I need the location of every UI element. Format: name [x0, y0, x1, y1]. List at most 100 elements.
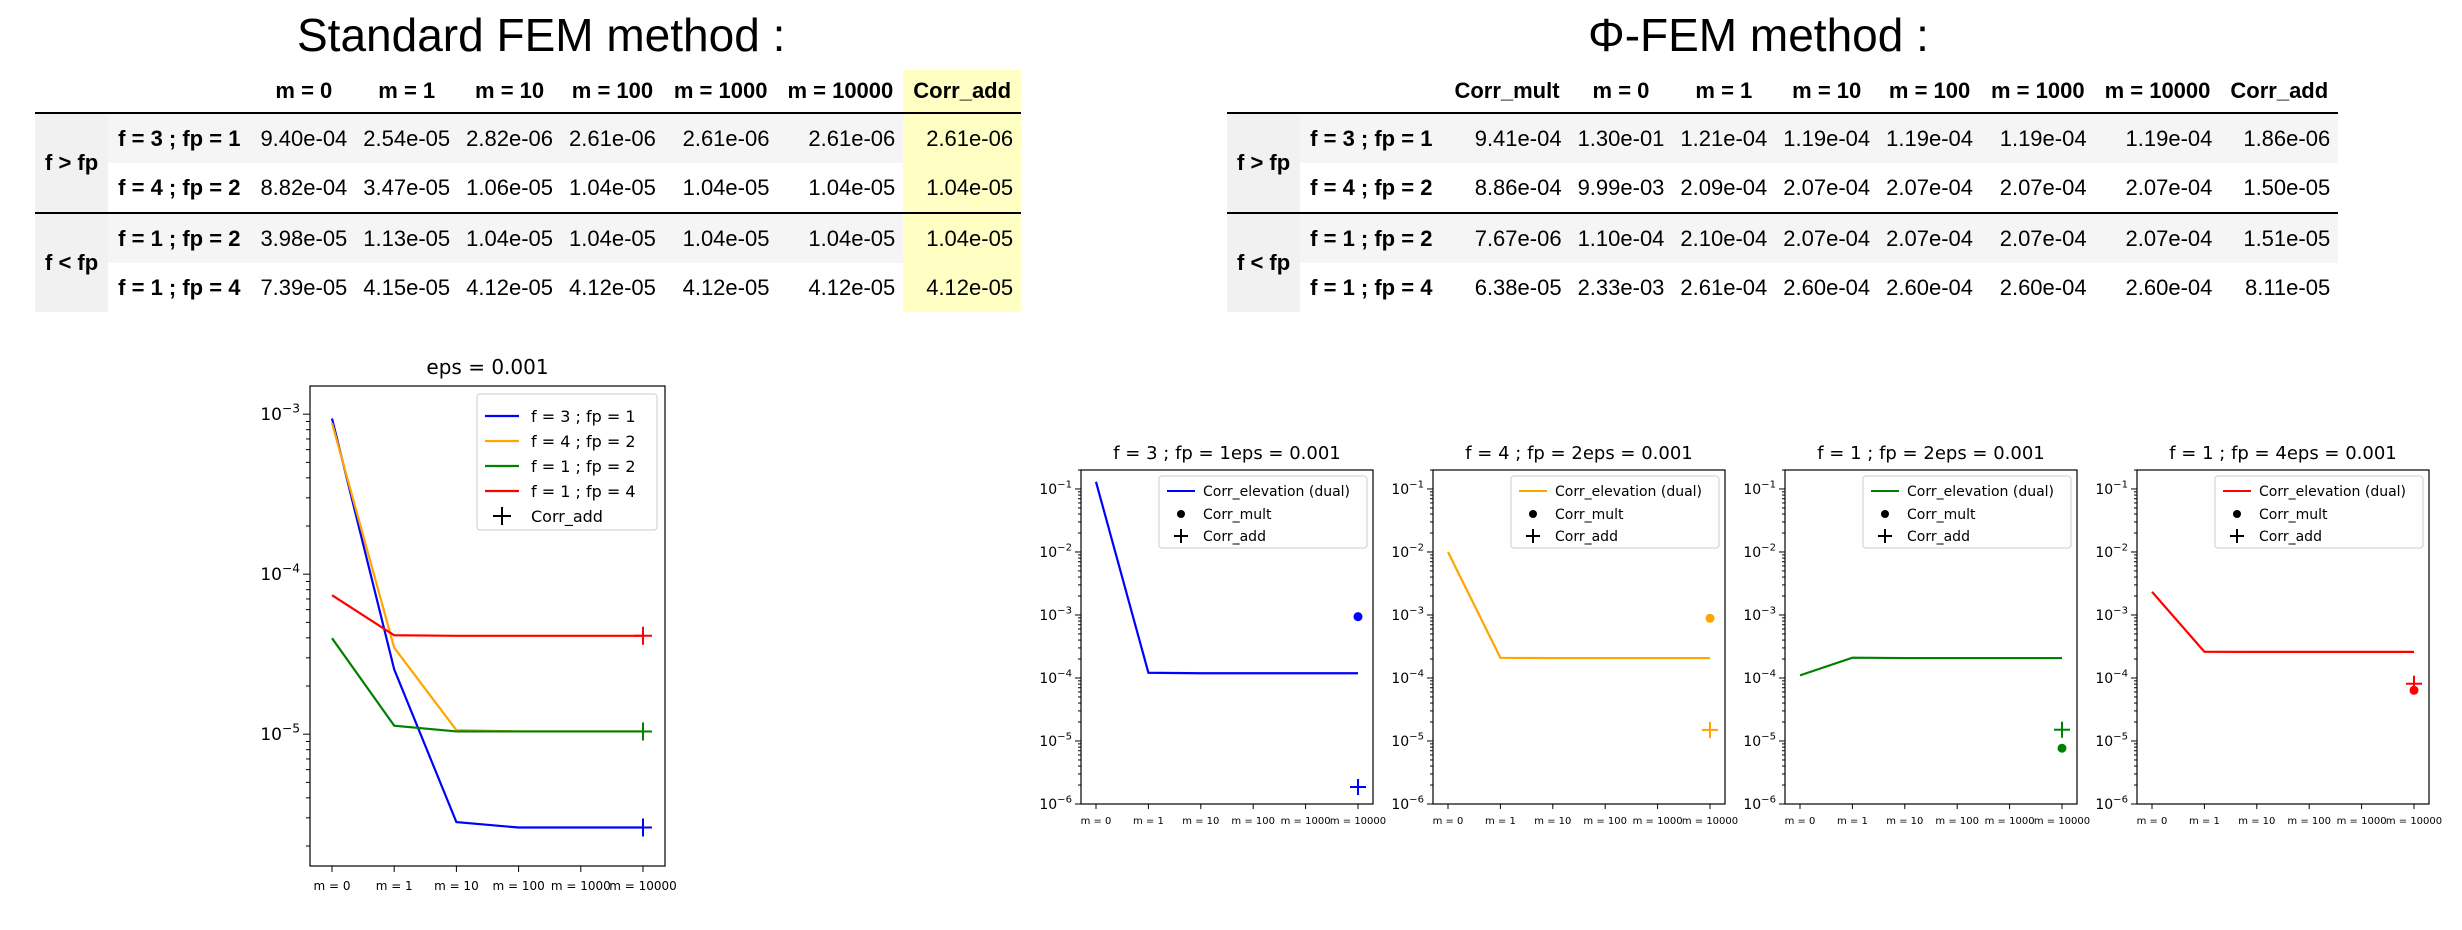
legend-label: Corr_mult — [1555, 507, 1624, 523]
table-cell: 9.41e-04 — [1444, 112, 1570, 163]
y-tick-label: 10−4 — [1743, 669, 1776, 687]
column-header: m = 10 — [1792, 78, 1862, 103]
y-tick-label: 10−6 — [1743, 795, 1776, 813]
phi-fem-title: Φ-FEM method : — [1588, 9, 1929, 61]
table-cell: 2.61e-06 — [561, 112, 664, 163]
row-label: f = 3 ; fp = 1 — [1300, 112, 1445, 163]
table-cell: 2.07e-04 — [1783, 174, 1871, 200]
table-cell: 2.07e-04 — [1878, 212, 1981, 263]
legend-label: Corr_add — [2259, 529, 2322, 545]
corner-cell — [1300, 70, 1444, 113]
table-cell: 7.67e-06 — [1444, 212, 1570, 263]
y-tick-label: 10−1 — [2095, 480, 2128, 498]
legend-label: f = 4 ; fp = 2 — [531, 432, 636, 451]
plot-frame — [2136, 469, 2430, 805]
column-header: m = 0 — [1592, 78, 1650, 103]
x-tick-label: m = 10 — [434, 879, 479, 893]
x-tick-label: m = 10 — [1182, 816, 1219, 827]
legend-plus-marker — [1174, 529, 1188, 543]
legend-dot-marker — [1529, 510, 1537, 518]
table-cell: 2.33e-03 — [1577, 274, 1665, 300]
table-cell: 1.04e-05 — [663, 212, 778, 263]
y-tick-label: 10−3 — [1039, 606, 1072, 624]
phi-fem-chart-f4-fp2: f = 4 ; fp = 2eps = 0.001 10−6 10−5 10−4 10−… — [1391, 443, 1738, 827]
table-cell: 4.12e-05 — [903, 263, 1022, 312]
legend-label: f = 3 ; fp = 1 — [531, 407, 636, 426]
table-cell: 8.86e-04 — [1474, 174, 1562, 200]
y-tick-label: 10−3 — [260, 402, 300, 426]
table-cell: 2.82e-06 — [458, 112, 562, 163]
x-tick-label: m = 10000 — [1682, 816, 1738, 827]
table-cell: 1.30e-01 — [1569, 112, 1673, 163]
legend-label: f = 1 ; fp = 2 — [531, 457, 636, 476]
column-header: m = 10000 — [2104, 78, 2211, 103]
table-cell: 1.19e-04 — [2094, 112, 2221, 163]
legend-label: Corr_add — [1555, 529, 1618, 545]
y-tick-label: 10−4 — [260, 562, 300, 586]
phi-fem-chart-f1-fp4: f = 1 ; fp = 4eps = 0.001 10−6 10−5 10−4 10−… — [2095, 443, 2442, 827]
x-tick-label: m = 10 — [1534, 816, 1571, 827]
row-label: f = 1 ; fp = 4 — [118, 274, 241, 300]
y-tick-label: 10−5 — [260, 722, 300, 746]
legend-dot-marker — [2233, 510, 2241, 518]
y-tick-label: 10−1 — [1743, 480, 1776, 498]
table-cell: 1.04e-05 — [777, 212, 904, 263]
table-cell: 1.04e-05 — [682, 174, 770, 200]
phi-fem-chart-f1-fp2: f = 1 ; fp = 2eps = 0.001 10−6 10−5 10−4 10−… — [1743, 443, 2090, 827]
table-cell: 3.47e-05 — [363, 174, 451, 200]
plot-frame — [1432, 469, 1726, 805]
corr-elevation-line — [1799, 656, 2062, 677]
table-cell: 2.09e-04 — [1680, 174, 1768, 200]
x-tick-label: m = 10 — [1886, 816, 1923, 827]
column-header: Corr_add — [903, 70, 1022, 113]
table-cell: 1.04e-05 — [569, 174, 656, 200]
legend-label: Corr_add — [531, 507, 603, 527]
corr-mult-marker — [1353, 612, 1363, 622]
y-tick-label: 10−4 — [1391, 669, 1424, 687]
legend-dot-marker — [1881, 510, 1889, 518]
column-header: Corr_mult — [1454, 78, 1560, 103]
y-tick-label: 10−5 — [1039, 732, 1072, 750]
table-cell: 2.60e-04 — [2125, 274, 2213, 300]
column-header: Corr_add — [2230, 78, 2329, 103]
corner-cell — [108, 70, 252, 113]
eps-convergence-chart: eps = 0.001 10−5 10−4 10−3 m = 0 m = 1 m = 10 m… — [260, 355, 676, 893]
y-tick-label: 10−1 — [1391, 480, 1424, 498]
column-header: m = 1000 — [1991, 78, 2085, 103]
table-cell: 1.04e-05 — [458, 212, 562, 263]
legend-plus-marker — [2230, 529, 2244, 543]
series-line — [331, 594, 643, 637]
corr-add-marker — [1350, 779, 1366, 796]
table-row: f < fp f = 1 ; fp = 2 3.98e-05 1.13e-05 1.04… — [35, 212, 1022, 312]
y-tick-label: 10−1 — [1039, 480, 1072, 498]
table-cell: 9.40e-04 — [252, 112, 356, 163]
column-header: m = 100 — [1888, 78, 1971, 103]
legend-label: Corr_elevation (dual) — [2259, 484, 2406, 500]
corr-add-marker — [634, 818, 652, 837]
table-cell: 2.61e-06 — [663, 112, 778, 163]
x-tick-label: m = 10000 — [2034, 816, 2090, 827]
y-tick-label: 10−2 — [2095, 543, 2128, 561]
table-cell: 9.99e-03 — [1577, 174, 1665, 200]
x-tick-label: m = 1000 — [551, 879, 611, 893]
table-cell: 4.12e-05 — [808, 274, 896, 300]
x-tick-label: m = 0 — [2137, 816, 2168, 827]
table-cell: 1.50e-05 — [2243, 174, 2331, 200]
y-tick-label: 10−3 — [1743, 606, 1776, 624]
row-label: f = 4 ; fp = 2 — [118, 174, 241, 200]
x-tick-label: m = 0 — [1785, 816, 1816, 827]
column-header: m = 1 — [1695, 78, 1753, 103]
y-tick-label: 10−3 — [2095, 606, 2128, 624]
legend-plus-marker — [1878, 529, 1892, 543]
legend-box — [1862, 475, 2072, 549]
row-label: f = 4 ; fp = 2 — [1310, 174, 1433, 200]
table-cell: 2.60e-04 — [1783, 274, 1871, 300]
group-label: f > fp — [35, 112, 109, 213]
chart-title: eps = 0.001 — [426, 355, 548, 379]
table-cell: 4.12e-05 — [569, 274, 656, 300]
legend-label: Corr_elevation (dual) — [1907, 484, 2054, 500]
y-tick-label: 10−2 — [1039, 543, 1072, 561]
table-cell: 1.51e-05 — [2220, 212, 2339, 263]
plot-frame — [1080, 469, 1374, 805]
corr-mult-marker — [1705, 613, 1715, 623]
